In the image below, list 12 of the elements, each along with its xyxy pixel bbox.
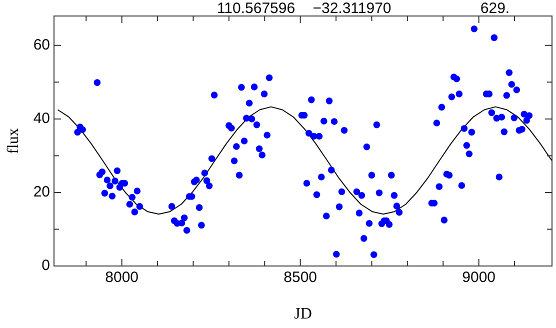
- x-tick-label: 8000: [105, 269, 139, 286]
- annotation: 629.: [480, 0, 510, 17]
- x-tick-label: 9000: [462, 269, 496, 286]
- annotation: −32.311970: [312, 0, 392, 17]
- x-tick-label: 8500: [284, 269, 318, 286]
- annotation: 110.567596: [216, 0, 296, 17]
- x-axis-title: JD: [294, 306, 312, 323]
- y-tick-label: 0: [42, 257, 50, 274]
- y-tick-label: 40: [33, 110, 50, 128]
- y-tick-label: 60: [33, 36, 50, 54]
- y-tick-label: 20: [33, 184, 50, 201]
- y-axis-title: flux: [4, 128, 22, 154]
